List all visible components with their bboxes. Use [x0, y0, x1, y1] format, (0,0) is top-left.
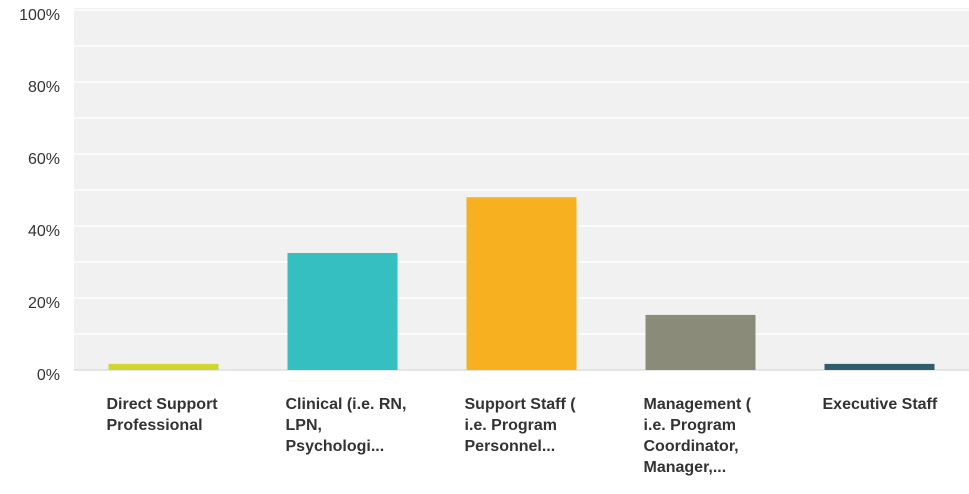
x-tick-label: Direct Support Professional [106, 396, 218, 434]
bar [645, 314, 756, 370]
bar [287, 253, 398, 370]
y-tick-label: 40% [28, 223, 60, 240]
bar [466, 197, 577, 370]
bar [824, 363, 935, 370]
y-tick-label: 80% [28, 79, 60, 96]
bar [108, 363, 219, 370]
y-tick-label: 100% [19, 7, 60, 24]
x-tick-label: Management ( i.e. Program Coordinator, M… [643, 396, 752, 476]
y-tick-label: 0% [37, 367, 60, 384]
y-tick-label: 60% [28, 151, 60, 168]
x-tick-label: Executive Staff [822, 396, 938, 413]
x-tick-label: Clinical (i.e. RN, LPN, Psychologi... [285, 396, 407, 455]
y-tick-label: 20% [28, 295, 60, 312]
x-tick-label: Support Staff ( i.e. Program Personnel..… [464, 396, 576, 455]
